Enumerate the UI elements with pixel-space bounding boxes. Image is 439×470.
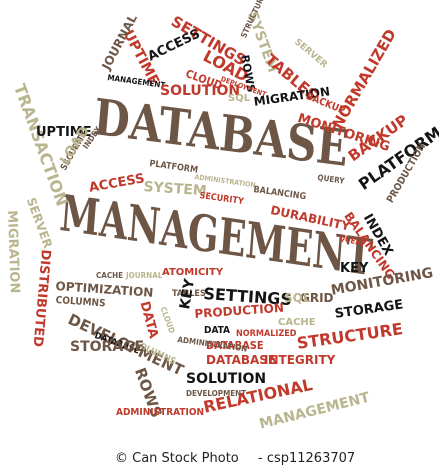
cloud-word: DATABASE	[206, 353, 277, 367]
cloud-word: KEY	[177, 277, 199, 311]
cloud-word: TRANSACTION	[10, 81, 72, 209]
cloud-word: STORAGE	[333, 297, 405, 322]
cloud-word: DATABASE	[206, 339, 264, 352]
cloud-word: SQL	[228, 93, 251, 104]
cloud-word: UPTIME	[36, 125, 92, 140]
cloud-word: PLATFORM	[148, 159, 199, 176]
cloud-word: DATA	[136, 299, 161, 341]
cloud-word: MIGRATION	[4, 209, 22, 294]
cloud-word: DEVELOPMENT	[186, 389, 247, 398]
image-code: - csp11263707	[258, 451, 356, 466]
cloud-word: PRODUCTION	[193, 300, 285, 321]
cloud-word: QUERY	[316, 173, 346, 186]
cloud-word: CACHE	[96, 271, 124, 280]
cloud-word: CACHE	[278, 317, 316, 328]
cloud-word: NORMALIZED	[236, 329, 297, 339]
cloud-word: ATOMICITY	[162, 267, 224, 278]
cloud-word: STORAGE	[70, 339, 145, 355]
cloud-word: NORMALIZED	[328, 25, 400, 133]
word-cloud: DATABASE MANAGEMENT SETTINGS SYSTEM UPTI…	[4, 0, 439, 433]
cloud-word: CLOUD	[158, 305, 177, 335]
cloud-word: JOURNAL	[126, 271, 163, 280]
cloud-word: SYSTEM	[142, 179, 208, 200]
cloud-word: ACCESS	[145, 26, 203, 65]
cloud-word: BALANCING	[252, 185, 307, 203]
cloud-word: SOLUTION	[160, 83, 241, 99]
cloud-word: SERVER	[292, 37, 329, 71]
cloud-word: DATA	[204, 325, 230, 336]
cloud-word: KEY	[340, 261, 369, 276]
copyright-text: © Can Stock Photo	[115, 451, 239, 466]
cloud-word: TABLES	[172, 289, 206, 299]
cloud-word: COLUMNS	[55, 295, 106, 310]
cloud-word: SOLUTION	[186, 371, 267, 387]
cloud-word: ADMINISTRATION	[116, 407, 204, 418]
cloud-word: GRID	[300, 291, 334, 305]
cloud-word: SQL	[284, 291, 311, 305]
footer: © Can Stock Photo - csp11263707	[0, 448, 439, 470]
cloud-word: INTEGRITY	[264, 353, 336, 367]
cloud-word: SERVER	[23, 195, 56, 251]
cloud-word: DISTRIBUTED	[29, 248, 53, 348]
